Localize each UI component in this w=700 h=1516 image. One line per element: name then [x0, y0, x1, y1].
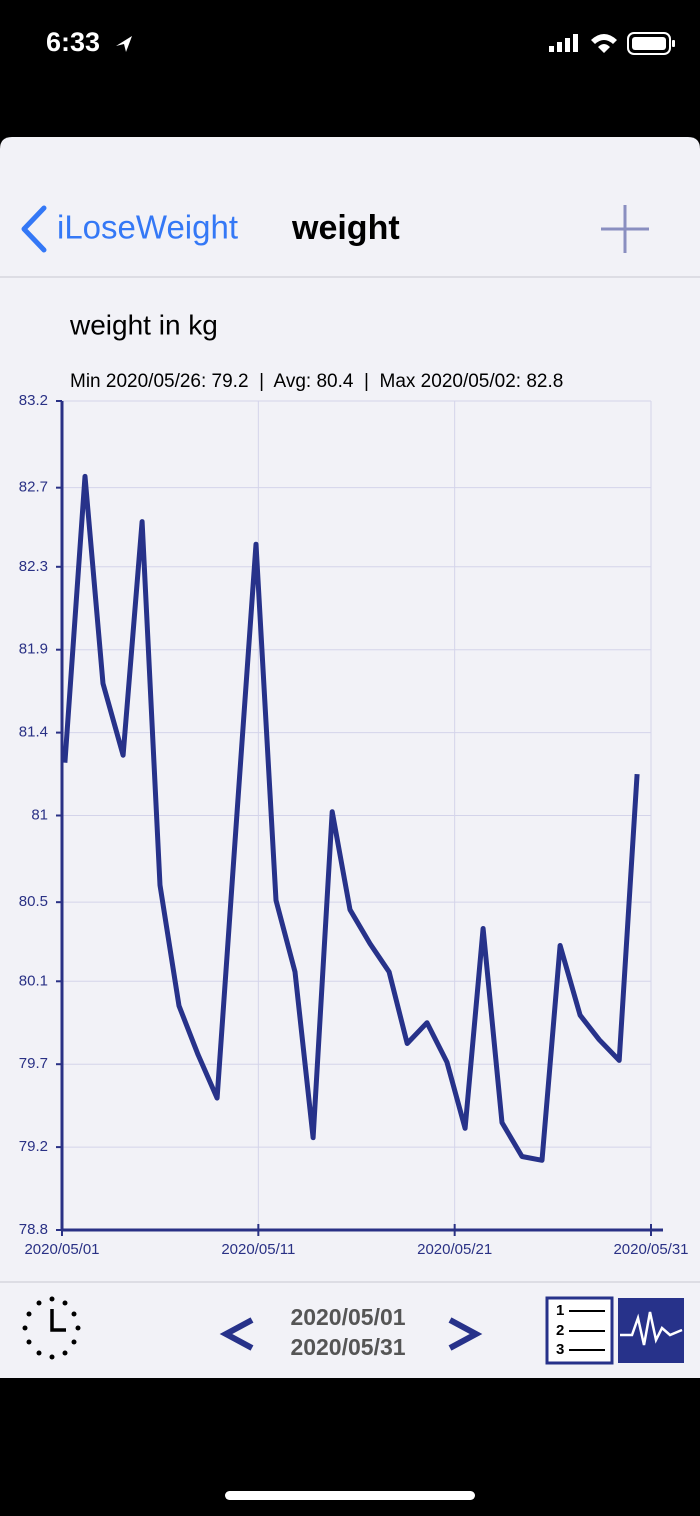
x-tick-label: 2020/05/21 [417, 1241, 492, 1258]
y-tick-label: 83.2 [19, 392, 48, 409]
list-button[interactable]: 1 2 3 [545, 1296, 614, 1365]
x-tick-label: 2020/05/31 [613, 1241, 688, 1258]
y-tick-label: 80.5 [19, 893, 48, 910]
wifi-icon [591, 34, 617, 53]
y-tick-label: 79.7 [19, 1055, 48, 1072]
y-tick-label: 78.8 [19, 1221, 48, 1238]
y-tick-label: 81 [31, 806, 48, 823]
x-tick-label: 2020/05/01 [24, 1241, 99, 1258]
x-tick-label: 2020/05/11 [221, 1241, 295, 1258]
chart-subtitle: Min 2020/05/26: 79.2 | Avg: 80.4 | Max 2… [70, 371, 563, 392]
add-button[interactable] [601, 205, 649, 253]
date-from: 2020/05/01 [290, 1304, 405, 1330]
status-time: 6:33 [46, 27, 100, 57]
y-tick-label: 81.4 [19, 724, 48, 741]
previous-button[interactable] [219, 1317, 254, 1351]
y-tick-label: 81.9 [19, 641, 48, 658]
chart-button[interactable] [618, 1298, 684, 1363]
signal-icon [549, 34, 578, 52]
y-tick-label: 80.1 [19, 972, 48, 989]
app-card [0, 137, 700, 1378]
back-chevron[interactable] [21, 205, 47, 253]
svg-text:1: 1 [556, 1302, 564, 1319]
svg-text:3: 3 [556, 1341, 564, 1358]
next-button[interactable] [448, 1317, 483, 1351]
plot: 78.8 79.2 79.7 80.1 80.5 81 81.4 81.9 82.3 82.7 83… [19, 392, 689, 1258]
svg-text:2: 2 [556, 1322, 564, 1339]
weight-line [62, 473, 640, 1163]
nav-title: weight [291, 209, 400, 247]
back-button[interactable]: iLoseWeight [57, 209, 238, 246]
clock-button[interactable] [22, 1296, 81, 1360]
location-icon [116, 36, 132, 52]
chart-title: weight in kg [69, 309, 218, 340]
y-tick-label: 79.2 [19, 1138, 48, 1155]
battery-icon [627, 32, 675, 55]
y-tick-label: 82.7 [19, 479, 48, 496]
y-tick-label: 82.3 [19, 558, 48, 575]
date-to: 2020/05/31 [290, 1334, 405, 1360]
home-indicator [225, 1491, 475, 1500]
